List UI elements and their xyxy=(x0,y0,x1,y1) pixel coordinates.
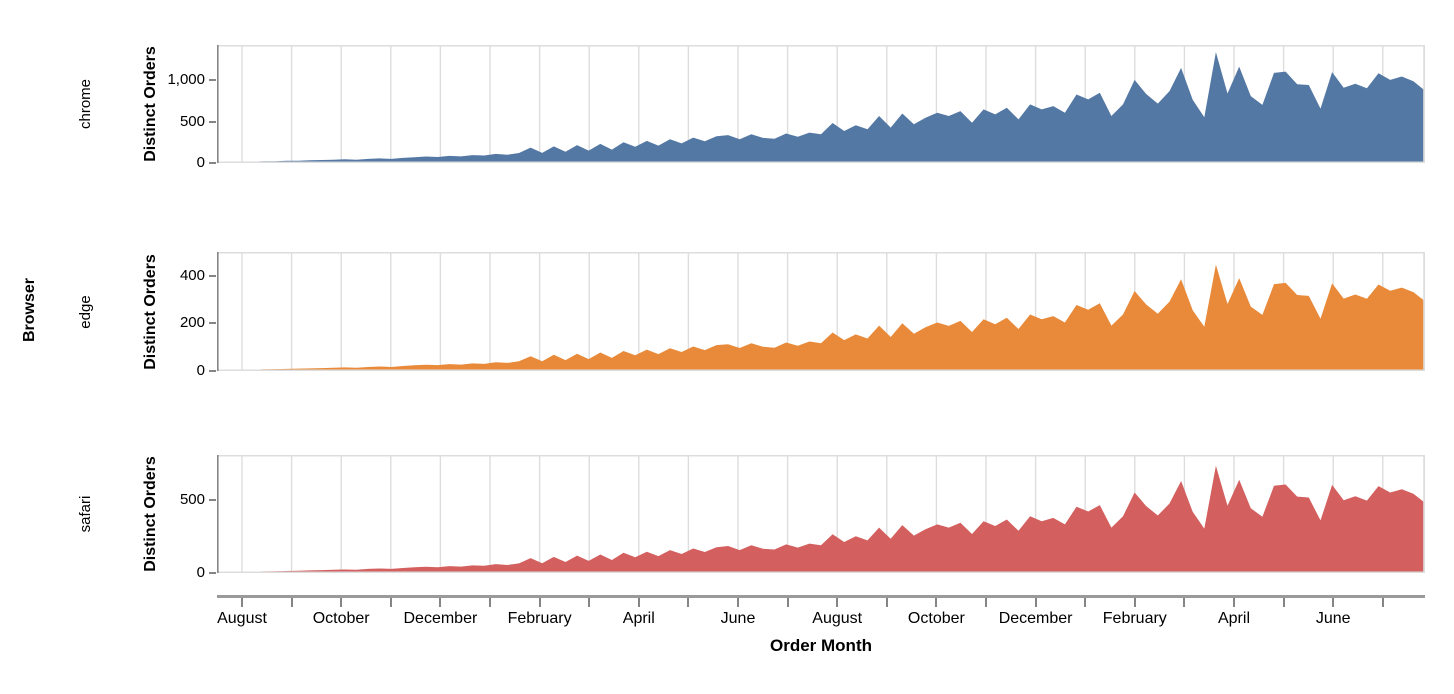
x-axis-tick xyxy=(1381,598,1384,607)
y-tick-label: 0 xyxy=(196,564,205,581)
x-axis-tick xyxy=(885,598,888,607)
facet-row-title: Browser xyxy=(21,277,38,343)
x-axis-title: Order Month xyxy=(770,636,872,655)
x-axis-tick xyxy=(786,598,789,607)
row-label-safari: safari xyxy=(77,495,94,533)
x-axis-tick xyxy=(1034,598,1037,607)
y-tick-mark xyxy=(209,162,216,164)
area-plot-safari xyxy=(217,455,1425,573)
y-axis-title: Distinct Orders xyxy=(142,456,159,572)
month-label: December xyxy=(998,610,1073,627)
month-label: October xyxy=(907,610,965,627)
month-label: December xyxy=(403,610,478,627)
y-axis-title: Distinct Orders xyxy=(142,253,159,370)
y-tick-mark xyxy=(209,370,216,372)
month-label: June xyxy=(720,610,756,627)
y-tick-label: 200 xyxy=(179,314,205,332)
y-tick-label: 1,000 xyxy=(167,71,205,89)
x-axis-tick xyxy=(935,598,938,607)
x-axis-tick xyxy=(340,598,343,607)
y-tick-mark xyxy=(209,79,216,82)
x-axis-tick xyxy=(439,598,442,607)
x-axis-domain-line xyxy=(217,595,1425,598)
month-label: February xyxy=(1102,610,1167,627)
y-tick-mark xyxy=(209,572,216,574)
x-axis-tick xyxy=(1332,598,1335,607)
month-label: June xyxy=(1315,610,1351,627)
month-label: April xyxy=(622,610,655,627)
x-axis-tick xyxy=(538,598,541,607)
x-axis-tick xyxy=(489,598,491,607)
month-label: October xyxy=(312,610,370,627)
y-tick-label: 400 xyxy=(179,266,205,284)
row-label-edge: edge xyxy=(77,294,94,329)
x-axis-tick xyxy=(836,598,839,607)
y-tick-mark xyxy=(209,274,216,277)
month-label: February xyxy=(507,610,572,627)
x-axis-tick xyxy=(687,598,690,607)
row-label-chrome: chrome xyxy=(77,78,94,130)
facet-panel-edge: 0 200 400 xyxy=(180,252,1425,379)
facet-panel-safari: 0 500 xyxy=(180,455,1425,581)
x-axis-tick xyxy=(1133,598,1136,607)
x-axis-tick xyxy=(241,598,243,607)
y-tick-label: 500 xyxy=(179,490,205,508)
area-path-edge xyxy=(217,264,1425,371)
month-label: August xyxy=(812,610,863,627)
x-axis-tick xyxy=(1282,598,1285,607)
y-tick-label: 0 xyxy=(196,362,205,379)
area-plot-edge xyxy=(217,252,1425,371)
y-axis-title: Distinct Orders xyxy=(142,46,159,162)
x-axis-tick xyxy=(737,598,739,607)
x-axis-tick xyxy=(985,598,987,607)
y-tick-mark xyxy=(209,322,216,325)
x-axis-tick xyxy=(1233,598,1235,607)
month-label: April xyxy=(1217,610,1250,627)
area-path-chrome xyxy=(217,52,1425,163)
x-axis-tick xyxy=(637,598,640,607)
y-tick-mark xyxy=(209,498,216,501)
area-plot-chrome xyxy=(217,45,1425,163)
x-axis-tick xyxy=(389,598,392,607)
month-label: August xyxy=(217,610,267,627)
y-tick-mark xyxy=(209,120,216,123)
y-tick-label: 0 xyxy=(196,154,205,171)
x-axis-tick xyxy=(1084,598,1087,607)
y-tick-label: 500 xyxy=(179,112,205,130)
x-axis-tick xyxy=(588,598,591,607)
x-axis-tick xyxy=(290,598,293,607)
facet-panel-chrome: 0 500 1,000 xyxy=(167,45,1425,171)
x-axis-tick xyxy=(1183,598,1186,607)
area-path-safari xyxy=(217,465,1425,573)
